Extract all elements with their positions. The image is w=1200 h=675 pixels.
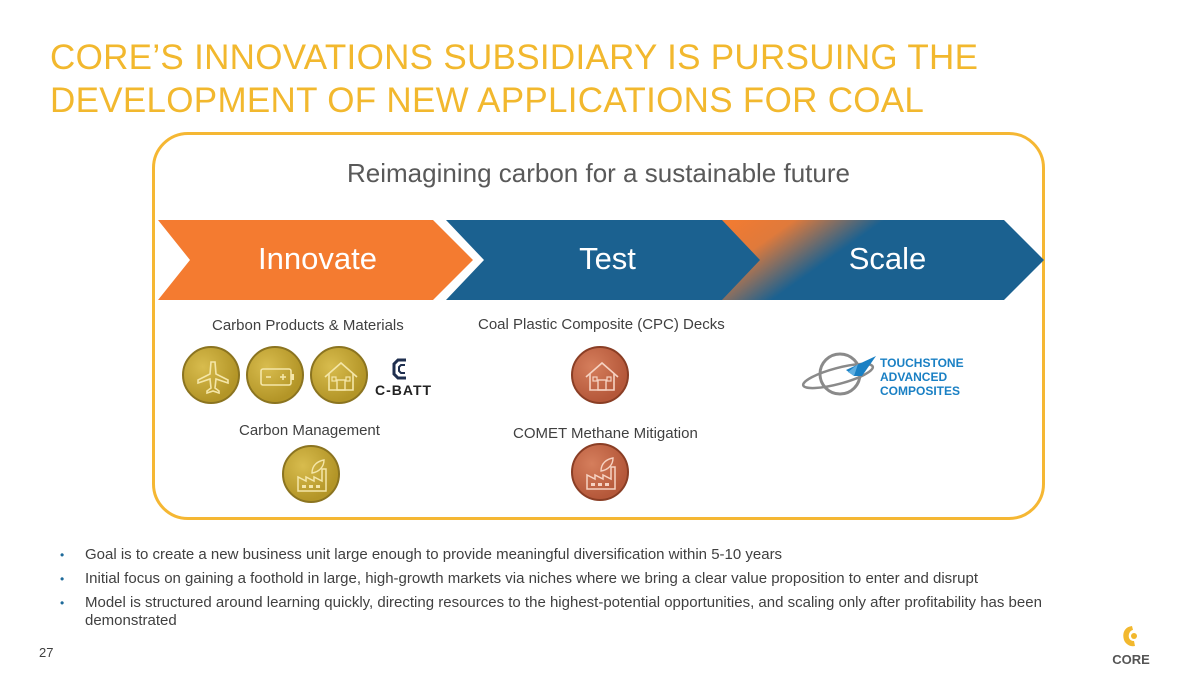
stage-label-scale: Scale	[848, 241, 927, 276]
caption-carbon-products: Carbon Products & Materials	[212, 317, 404, 334]
caption-carbon-management: Carbon Management	[239, 422, 380, 439]
touchstone-line-3: COMPOSITES	[880, 384, 961, 398]
house-icon	[310, 346, 368, 404]
stage-test-chevron	[446, 220, 764, 300]
core-wordmark: CORE	[1112, 652, 1150, 667]
bullet-text: Initial focus on gaining a foothold in l…	[85, 570, 979, 587]
cbatt-logo	[375, 358, 437, 400]
core-logo-icon	[1108, 622, 1154, 668]
cbatt-wordmark: C-BATT	[375, 382, 433, 398]
stage-innovate-chevron	[158, 220, 473, 300]
touchstone-line-1: TOUCHSTONE	[880, 356, 964, 370]
list-item: • Goal is to create a new business unit l…	[60, 546, 1070, 564]
bullet-text: Model is structured around learning quic…	[85, 594, 1042, 629]
bullet-text: Goal is to create a new business unit la…	[85, 546, 783, 563]
list-item: • Initial focus on gaining a foothold in …	[60, 570, 1070, 588]
title-line-2: DEVELOPMENT OF NEW APPLICATIONS FOR COAL	[50, 81, 925, 120]
rounded-frame	[152, 132, 1045, 520]
stage-label-innovate: Innovate	[258, 241, 377, 276]
touchstone-line-2: ADVANCED	[880, 370, 948, 384]
caption-comet: COMET Methane Mitigation	[513, 425, 698, 442]
bullet-dot: •	[60, 548, 65, 562]
page-number: 27	[39, 645, 54, 660]
factory-leaf-icon	[282, 445, 340, 503]
touchstone-wordmark: TOUCHSTONE ADVANCED COMPOSITES	[880, 356, 964, 398]
bullet-list: • Goal is to create a new business unit l…	[60, 546, 1070, 636]
stage-scale-chevron	[722, 220, 1044, 300]
caption-cpc-decks: Coal Plastic Composite (CPC) Decks	[478, 316, 725, 333]
touchstone-globe-icon	[800, 346, 880, 402]
slide-title: CORE’S INNOVATIONS SUBSIDIARY IS PURSUIN…	[50, 36, 1050, 122]
airplane-icon	[182, 346, 240, 404]
bullet-dot: •	[60, 572, 65, 586]
frame-subtitle: Reimagining carbon for a sustainable fut…	[347, 158, 850, 188]
house-icon	[571, 346, 629, 404]
list-item: • Model is structured around learning qui…	[60, 594, 1070, 630]
stage-label-test: Test	[579, 241, 636, 276]
factory-leaf-icon	[571, 443, 629, 501]
bullet-dot: •	[60, 596, 65, 610]
battery-icon	[246, 346, 304, 404]
title-line-1: CORE’S INNOVATIONS SUBSIDIARY IS PURSUIN…	[50, 38, 979, 77]
